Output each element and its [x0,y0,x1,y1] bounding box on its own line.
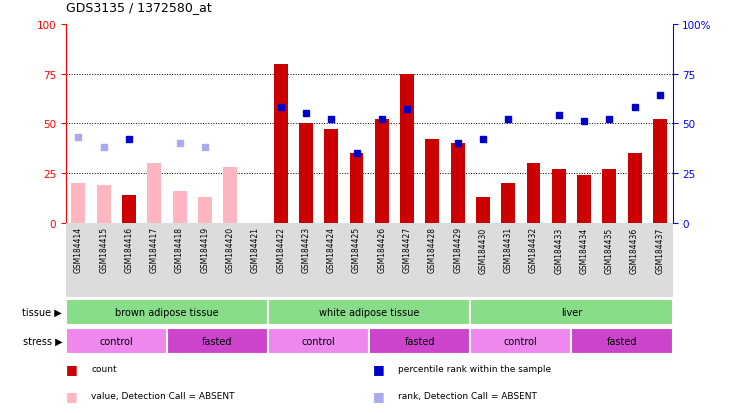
Text: GSM184422: GSM184422 [276,227,285,273]
Bar [66,299,268,325]
Bar [425,140,439,223]
Text: GSM184435: GSM184435 [605,227,614,273]
Text: GSM184429: GSM184429 [453,227,462,273]
Text: fasted: fasted [202,336,232,346]
Bar [268,328,369,354]
Text: GSM184417: GSM184417 [150,227,159,273]
Text: GSM184414: GSM184414 [74,227,83,273]
Text: ■: ■ [373,362,385,375]
Bar [268,299,470,325]
Bar [400,74,414,223]
Bar [451,144,465,223]
Text: GSM184433: GSM184433 [554,227,564,273]
Bar [602,169,616,223]
Bar [198,197,212,223]
Bar [476,197,490,223]
Text: GSM184437: GSM184437 [656,227,664,273]
Text: brown adipose tissue: brown adipose tissue [115,307,219,317]
Bar [96,185,110,223]
Bar [577,176,591,223]
Text: GSM184423: GSM184423 [301,227,311,273]
Text: control: control [504,336,538,346]
Text: GSM184425: GSM184425 [352,227,361,273]
Text: percentile rank within the sample: percentile rank within the sample [398,364,551,373]
Text: GSM184431: GSM184431 [504,227,512,273]
Bar [470,328,572,354]
Bar [552,169,566,223]
Text: stress ▶: stress ▶ [23,336,62,346]
Bar [501,183,515,223]
Text: GSM184426: GSM184426 [377,227,386,273]
Bar [72,183,86,223]
Bar [470,299,673,325]
Text: GSM184428: GSM184428 [428,227,437,273]
Text: ■: ■ [66,362,77,375]
Text: GSM184415: GSM184415 [99,227,108,273]
Bar [375,120,389,223]
Text: control: control [99,336,133,346]
Bar [325,130,338,223]
Text: ■: ■ [373,389,385,402]
Text: fasted: fasted [607,336,637,346]
Text: control: control [302,336,336,346]
Text: liver: liver [561,307,582,317]
Bar [273,64,287,223]
Bar [122,195,136,223]
Bar [349,154,363,223]
Bar [167,328,268,354]
Bar [148,164,162,223]
Text: GSM184419: GSM184419 [200,227,209,273]
Bar [66,328,167,354]
Text: GSM184427: GSM184427 [403,227,412,273]
Text: tissue ▶: tissue ▶ [23,307,62,317]
Text: GSM184434: GSM184434 [580,227,588,273]
Text: value, Detection Call = ABSENT: value, Detection Call = ABSENT [91,391,235,400]
Text: GSM184420: GSM184420 [226,227,235,273]
Text: GSM184416: GSM184416 [124,227,134,273]
Text: GSM184418: GSM184418 [175,227,184,273]
Bar [369,328,470,354]
Text: ■: ■ [66,389,77,402]
Text: GSM184436: GSM184436 [630,227,639,273]
Bar [299,124,313,223]
Text: GSM184432: GSM184432 [529,227,538,273]
Text: GDS3135 / 1372580_at: GDS3135 / 1372580_at [66,2,211,14]
Bar [628,154,642,223]
Bar [173,191,186,223]
Bar [223,168,237,223]
Bar [653,120,667,223]
Text: rank, Detection Call = ABSENT: rank, Detection Call = ABSENT [398,391,537,400]
Text: GSM184430: GSM184430 [478,227,488,273]
Text: fasted: fasted [404,336,435,346]
Text: GSM184424: GSM184424 [327,227,336,273]
Bar [526,164,540,223]
Text: count: count [91,364,117,373]
Text: white adipose tissue: white adipose tissue [319,307,420,317]
Text: GSM184421: GSM184421 [251,227,260,273]
Bar [572,328,673,354]
